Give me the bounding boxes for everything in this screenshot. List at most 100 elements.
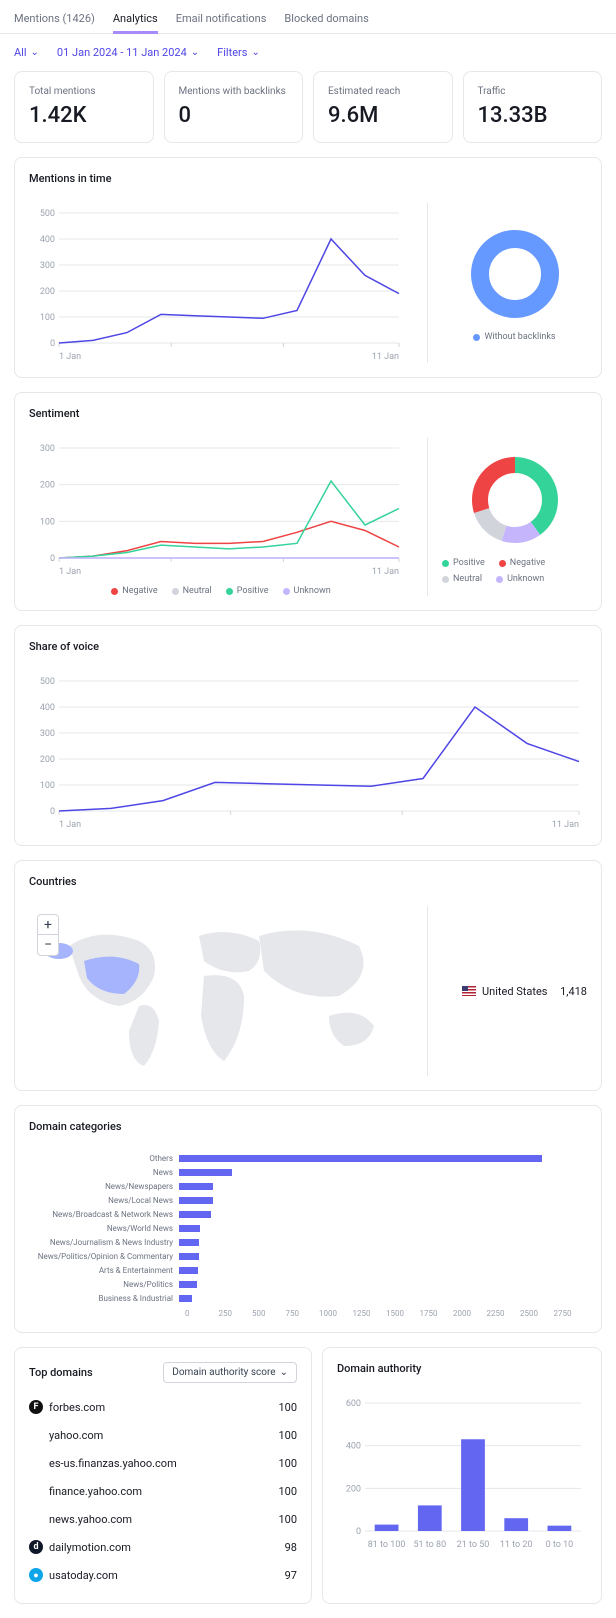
category-bar: News/Newspapers [29, 1179, 587, 1193]
svg-text:300: 300 [40, 729, 55, 739]
category-bar: News/World News [29, 1221, 587, 1235]
svg-text:1 Jan: 1 Jan [59, 352, 81, 362]
favicon-icon [29, 1512, 43, 1526]
domain-row[interactable]: finance.yahoo.com100 [29, 1477, 297, 1505]
svg-text:300: 300 [40, 444, 55, 454]
map-zoom: + − [37, 914, 59, 956]
svg-text:400: 400 [40, 703, 55, 713]
category-bar: News/Politics/Opinion & Commentary [29, 1249, 587, 1263]
zoom-out-button[interactable]: − [38, 935, 58, 955]
filter-more[interactable]: Filters⌄ [217, 46, 260, 59]
panel-title: Share of voice [29, 640, 587, 653]
tab-email[interactable]: Email notifications [176, 8, 267, 33]
tab-blocked[interactable]: Blocked domains [284, 8, 368, 33]
svg-text:1 Jan: 1 Jan [59, 567, 81, 577]
sentiment-donut [465, 450, 565, 550]
domain-row[interactable]: es-us.finanzas.yahoo.com100 [29, 1449, 297, 1477]
favicon-icon [29, 1456, 43, 1470]
svg-text:0 to 10: 0 to 10 [546, 1540, 574, 1550]
chevron-down-icon: ⌄ [191, 47, 199, 58]
kpi-card: Mentions with backlinks 0 [164, 71, 304, 143]
categories-chart: OthersNewsNews/NewspapersNews/Local News… [29, 1151, 587, 1318]
svg-text:11 to 20: 11 to 20 [500, 1540, 533, 1550]
panel-title: Top domains [29, 1366, 93, 1379]
tab-mentions[interactable]: Mentions (1426) [14, 8, 95, 33]
favicon-icon: F [29, 1400, 43, 1414]
domain-row[interactable]: news.yahoo.com100 [29, 1505, 297, 1533]
favicon-icon: d [29, 1540, 43, 1554]
legend-item: Unknown [496, 574, 544, 584]
svg-text:11 Jan: 11 Jan [372, 567, 399, 577]
panel-title: Sentiment [29, 407, 587, 420]
svg-text:600: 600 [346, 1399, 361, 1409]
category-bar: News [29, 1165, 587, 1179]
category-bar: News/Broadcast & Network News [29, 1207, 587, 1221]
svg-text:200: 200 [40, 287, 55, 297]
category-bar: Others [29, 1151, 587, 1165]
legend-item: Neutral [442, 574, 482, 584]
chevron-down-icon: ⌄ [280, 1367, 288, 1378]
svg-text:0: 0 [50, 554, 55, 564]
svg-text:0: 0 [50, 807, 55, 817]
categories-panel: Domain categories OthersNewsNews/Newspap… [14, 1105, 602, 1333]
svg-text:400: 400 [346, 1442, 361, 1452]
kpi-cards: Total mentions 1.42K Mentions with backli… [0, 71, 616, 157]
svg-text:100: 100 [40, 517, 55, 527]
svg-text:21 to 50: 21 to 50 [457, 1540, 490, 1550]
panel-title: Countries [29, 875, 587, 888]
kpi-label: Total mentions [29, 86, 139, 97]
sentiment-panel: Sentiment 0 100 200 300 1 Jan 11 Jan Negative… [14, 392, 602, 611]
flag-icon [462, 986, 476, 996]
mentions-line-chart: 01002003004005001 Jan11 Jan [29, 203, 409, 363]
svg-text:1 Jan: 1 Jan [59, 820, 81, 830]
kpi-value: 0 [179, 103, 289, 128]
authority-bar-chart: 020040060081 to 10051 to 8021 to 5011 to… [337, 1393, 587, 1553]
kpi-value: 9.6M [328, 103, 438, 128]
panel-title: Domain authority [337, 1362, 587, 1375]
favicon-icon [29, 1428, 43, 1442]
kpi-value: 1.42K [29, 103, 139, 128]
category-bar: News/Local News [29, 1193, 587, 1207]
chevron-down-icon: ⌄ [31, 47, 39, 58]
legend-item: Without backlinks [473, 332, 555, 342]
filter-date[interactable]: 01 Jan 2024 - 11 Jan 2024⌄ [57, 46, 199, 59]
kpi-card: Total mentions 1.42K [14, 71, 154, 143]
svg-text:200: 200 [40, 481, 55, 491]
chevron-down-icon: ⌄ [251, 47, 259, 58]
kpi-value: 13.33B [478, 103, 588, 128]
legend-item: Negative [499, 558, 545, 568]
svg-text:0: 0 [50, 339, 55, 349]
mentions-panel: Mentions in time 01002003004005001 Jan11… [14, 157, 602, 378]
kpi-label: Mentions with backlinks [179, 86, 289, 97]
legend-item: Positive [442, 558, 485, 568]
legend-item: Negative [111, 586, 157, 596]
tabs: Mentions (1426) Analytics Email notifica… [0, 0, 616, 34]
svg-text:500: 500 [40, 209, 55, 219]
tab-analytics[interactable]: Analytics [113, 8, 158, 33]
svg-text:11 Jan: 11 Jan [372, 352, 399, 362]
category-bar: Business & Industrial [29, 1291, 587, 1305]
mentions-donut [465, 224, 565, 324]
sort-dropdown[interactable]: Domain authority score⌄ [163, 1362, 297, 1383]
domain-row[interactable]: ●usatoday.com97 [29, 1561, 297, 1589]
domain-row[interactable]: ddailymotion.com98 [29, 1533, 297, 1561]
zoom-in-button[interactable]: + [38, 915, 58, 935]
legend-item: Unknown [283, 586, 331, 596]
kpi-label: Estimated reach [328, 86, 438, 97]
filter-all[interactable]: All⌄ [14, 46, 39, 59]
category-bar: News/Journalism & News Industry [29, 1235, 587, 1249]
voice-panel: Share of voice 01002003004005001 Jan11 J… [14, 625, 602, 846]
svg-text:0: 0 [356, 1527, 361, 1537]
voice-line-chart: 01002003004005001 Jan11 Jan [29, 671, 589, 831]
sentiment-line-chart: 0 100 200 300 1 Jan 11 Jan [29, 438, 409, 578]
country-row: United States 1,418 [462, 985, 587, 998]
category-bar: Arts & Entertainment [29, 1263, 587, 1277]
kpi-label: Traffic [478, 86, 588, 97]
world-map[interactable] [29, 906, 409, 1076]
domain-row[interactable]: Fforbes.com100 [29, 1393, 297, 1421]
svg-text:51 to 80: 51 to 80 [413, 1540, 446, 1550]
domain-row[interactable]: yahoo.com100 [29, 1421, 297, 1449]
authority-panel: Domain authority 020040060081 to 10051 t… [322, 1347, 602, 1604]
svg-text:200: 200 [346, 1484, 361, 1494]
panel-title: Mentions in time [29, 172, 587, 185]
